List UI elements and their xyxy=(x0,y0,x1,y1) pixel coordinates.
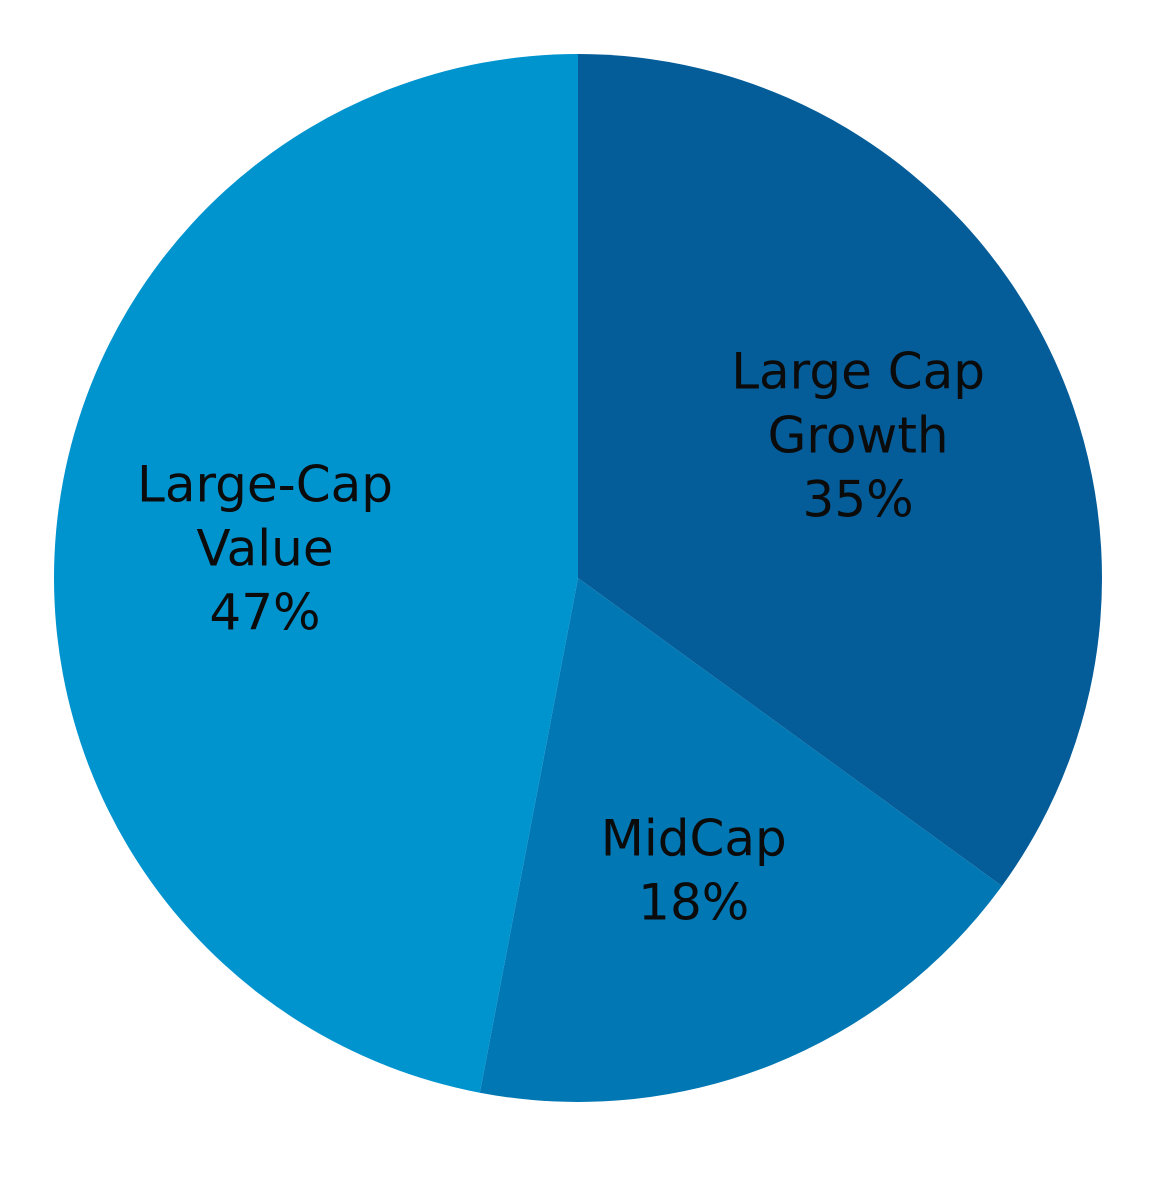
slice-value-label: 47% xyxy=(209,583,320,641)
pie-labels: Large Cap Growth 35% MidCap 18% Large-Cap Valu… xyxy=(137,342,985,931)
slice-value-label: 35% xyxy=(803,470,914,528)
slice-label-midcap: MidCap 18% xyxy=(601,809,787,931)
pie-slice-large-cap-value xyxy=(53,54,579,1093)
slice-label-large-cap-growth: Large Cap Growth 35% xyxy=(731,342,985,528)
slice-category-label: Large Cap xyxy=(731,342,985,400)
pie-slices xyxy=(53,54,1102,1102)
slice-category-label: Large-Cap xyxy=(137,455,393,513)
slice-category-label: Growth xyxy=(768,406,949,464)
pie-slice-midcap xyxy=(479,578,1002,1102)
slice-category-label: Value xyxy=(196,519,333,577)
slice-value-label: 18% xyxy=(638,873,749,931)
slice-category-label: MidCap xyxy=(601,809,787,867)
pie-slice-large-cap-growth xyxy=(578,54,1102,886)
slice-label-large-cap-value: Large-Cap Value 47% xyxy=(137,455,393,641)
